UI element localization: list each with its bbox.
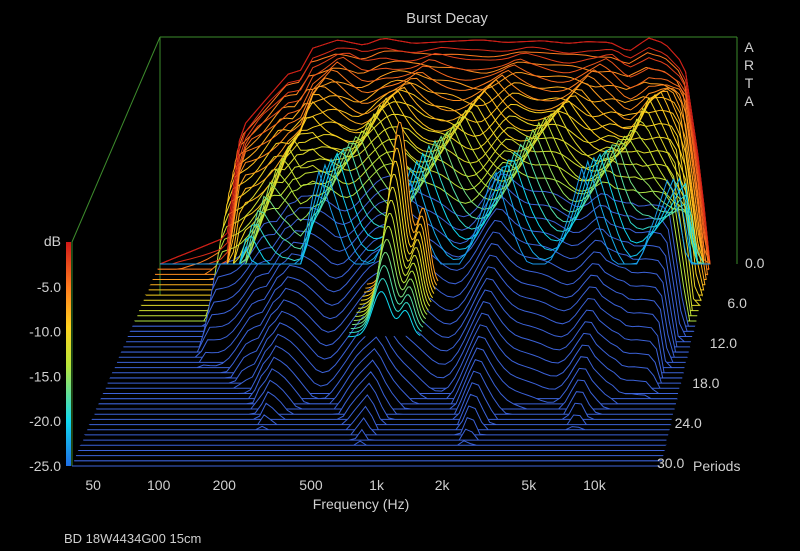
x-tick-label: 1k	[369, 477, 385, 493]
decay-contour	[160, 84, 710, 265]
z-axis-unit: Periods	[693, 458, 740, 474]
waterfall-slice	[100, 335, 678, 400]
y-tick-label: -25.0	[29, 458, 61, 474]
y-tick-label: -20.0	[29, 413, 61, 429]
waterfall-surface	[72, 37, 711, 467]
waterfall-slice	[102, 324, 679, 394]
color-scale-bar	[66, 242, 71, 466]
decay-contour	[160, 139, 710, 265]
chart-title: Burst Decay	[406, 10, 488, 27]
waterfall-slice	[91, 382, 672, 420]
decay-contour	[160, 69, 711, 265]
x-tick-label: 5k	[521, 477, 537, 493]
waterfall-slice	[87, 405, 670, 431]
arta-watermark: A R T A	[742, 38, 756, 110]
y-axis-label: dB	[44, 233, 61, 249]
z-tick-label: 18.0	[692, 375, 719, 391]
secondary-ridges	[347, 121, 439, 338]
decay-contour	[160, 89, 710, 265]
waterfall-slice	[83, 416, 669, 436]
arta-letter: A	[744, 93, 754, 109]
waterfall-slice	[94, 370, 673, 415]
decay-contour	[160, 152, 710, 265]
decay-contour	[160, 56, 711, 265]
x-tick-label: 500	[299, 477, 323, 493]
decay-contour	[160, 166, 710, 265]
waterfall-slice	[98, 347, 677, 405]
z-tick-label: 0.0	[745, 255, 765, 271]
y-tick-label: -5.0	[37, 279, 61, 295]
waterfall-slice	[83, 428, 667, 441]
x-axis-label: Frequency (Hz)	[313, 496, 409, 512]
x-tick-label: 100	[147, 477, 171, 493]
decay-contour	[160, 78, 710, 265]
z-ticks: 0.0 6.0 12.0 18.0 24.0 30.0	[657, 255, 765, 471]
decay-contour	[160, 121, 710, 265]
y-tick-label: -15.0	[29, 368, 61, 384]
z-tick-label: 6.0	[727, 295, 747, 311]
arta-letter: A	[744, 39, 754, 55]
x-tick-label: 200	[213, 477, 237, 493]
waterfall-slice	[95, 358, 675, 410]
decay-contour	[159, 37, 711, 265]
y-tick-label: -10.0	[29, 324, 61, 340]
x-ticks: 50 100 200 500 1k 2k 5k 10k	[85, 477, 606, 493]
x-tick-label: 50	[85, 477, 101, 493]
z-tick-label: 12.0	[710, 335, 737, 351]
decay-contour	[160, 156, 710, 265]
waterfall-slice	[88, 393, 672, 426]
arta-letter: T	[744, 75, 754, 91]
x-tick-label: 10k	[583, 477, 607, 493]
decay-contour	[160, 46, 711, 265]
footer-caption: BD 18W4434G00 15cm	[64, 531, 202, 546]
z-tick-label: 24.0	[675, 415, 702, 431]
decay-contour	[160, 128, 710, 265]
decay-contour	[160, 135, 710, 265]
decay-contour	[160, 52, 711, 265]
decay-contour	[160, 74, 711, 265]
ridge-contour	[347, 291, 421, 338]
y-ticks: -5.0 -10.0 -15.0 -20.0 -25.0	[29, 279, 61, 474]
decay-contour	[160, 61, 711, 265]
z-tick-label: 30.0	[657, 455, 684, 471]
decay-contour	[160, 144, 710, 265]
x-tick-label: 2k	[435, 477, 451, 493]
waterfall-slice	[79, 440, 667, 446]
arta-letter: R	[743, 57, 755, 73]
